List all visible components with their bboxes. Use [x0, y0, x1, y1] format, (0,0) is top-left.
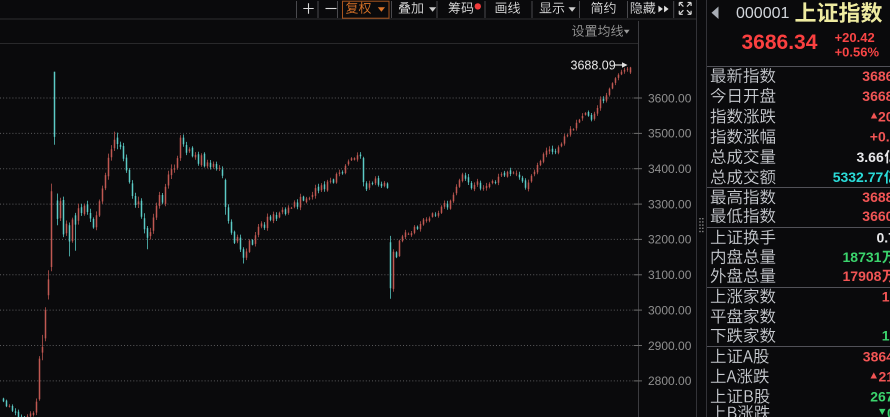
svg-text:1356: 1356: [882, 288, 890, 304]
svg-text:3400.00: 3400.00: [648, 162, 692, 176]
svg-text:3600.00: 3600.00: [648, 91, 692, 105]
svg-text:267.93: 267.93: [870, 388, 890, 404]
svg-text:3500.00: 3500.00: [648, 127, 692, 141]
svg-text:0.47: 0.47: [887, 405, 890, 417]
svg-text:1723: 1723: [882, 328, 890, 344]
svg-text:3688.09: 3688.09: [571, 59, 616, 73]
svg-text:20.42: 20.42: [878, 108, 890, 124]
svg-text:3686.34: 3686.34: [742, 31, 818, 54]
svg-text:3660.23: 3660.23: [862, 208, 890, 224]
svg-text:3.66: 3.66: [857, 149, 884, 165]
svg-text:3200.00: 3200.00: [648, 233, 692, 247]
svg-text:3668.77: 3668.77: [862, 88, 890, 104]
svg-text:3686.34: 3686.34: [862, 68, 890, 84]
svg-text:3300.00: 3300.00: [648, 197, 692, 211]
svg-text:3000.00: 3000.00: [648, 303, 692, 317]
svg-text:+0.56%: +0.56%: [835, 44, 880, 59]
svg-text:+0.56%: +0.56%: [870, 129, 890, 145]
svg-text:5332.77: 5332.77: [833, 169, 884, 185]
svg-text:3100.00: 3100.00: [648, 268, 692, 282]
svg-text:3688.09: 3688.09: [862, 189, 890, 205]
svg-text:2900.00: 2900.00: [648, 339, 692, 353]
svg-text:+20.42: +20.42: [835, 30, 875, 45]
svg-text:2800.00: 2800.00: [648, 374, 692, 388]
svg-text:0.78%: 0.78%: [877, 229, 890, 245]
svg-text:000001: 000001: [736, 5, 789, 22]
svg-text:3864.80: 3864.80: [863, 348, 890, 364]
svg-text:18731: 18731: [843, 249, 882, 265]
svg-text:21.43: 21.43: [879, 368, 890, 384]
svg-text:17908: 17908: [843, 268, 882, 284]
